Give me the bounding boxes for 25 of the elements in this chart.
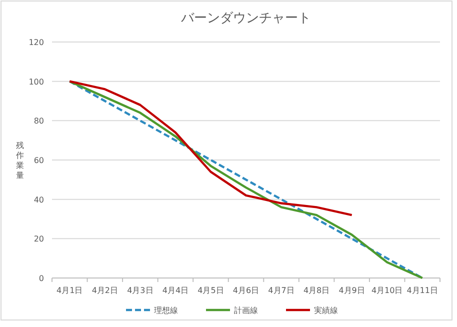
x-tick-label: 4月9日: [338, 286, 365, 295]
x-tick-label: 4月7日: [268, 286, 294, 295]
y-tick-label: 20: [34, 234, 44, 244]
chart-title: バーンダウンチャート: [180, 11, 311, 26]
x-tick-label: 4月8日: [303, 286, 330, 295]
y-tick-label: 40: [34, 195, 44, 204]
x-tick-label: 4月10日: [371, 286, 403, 295]
x-tick-label: 4月1日: [56, 286, 83, 295]
line-series: [68, 80, 353, 216]
legend-label: 理想線: [154, 306, 178, 315]
y-tick-label: 120: [28, 38, 44, 47]
y-tick-label: 0: [38, 274, 44, 283]
legend-label: 実績線: [314, 306, 338, 315]
x-tick-label: 4月5日: [198, 286, 224, 295]
y-tick-label: 100: [28, 77, 44, 86]
y-axis-title: 残作業量: [15, 141, 24, 180]
x-tick-label: 4月4日: [162, 286, 189, 295]
y-tick-label: 60: [34, 156, 44, 165]
line-series: [68, 80, 424, 280]
x-tick-label: 4月3日: [127, 286, 154, 295]
y-tick-label: 80: [34, 116, 44, 126]
x-tick-label: 4月6日: [232, 286, 260, 295]
x-tick-label: 4月11日: [406, 286, 438, 295]
legend-label: 計画線: [234, 306, 258, 315]
x-tick-label: 4月2日: [92, 286, 118, 295]
